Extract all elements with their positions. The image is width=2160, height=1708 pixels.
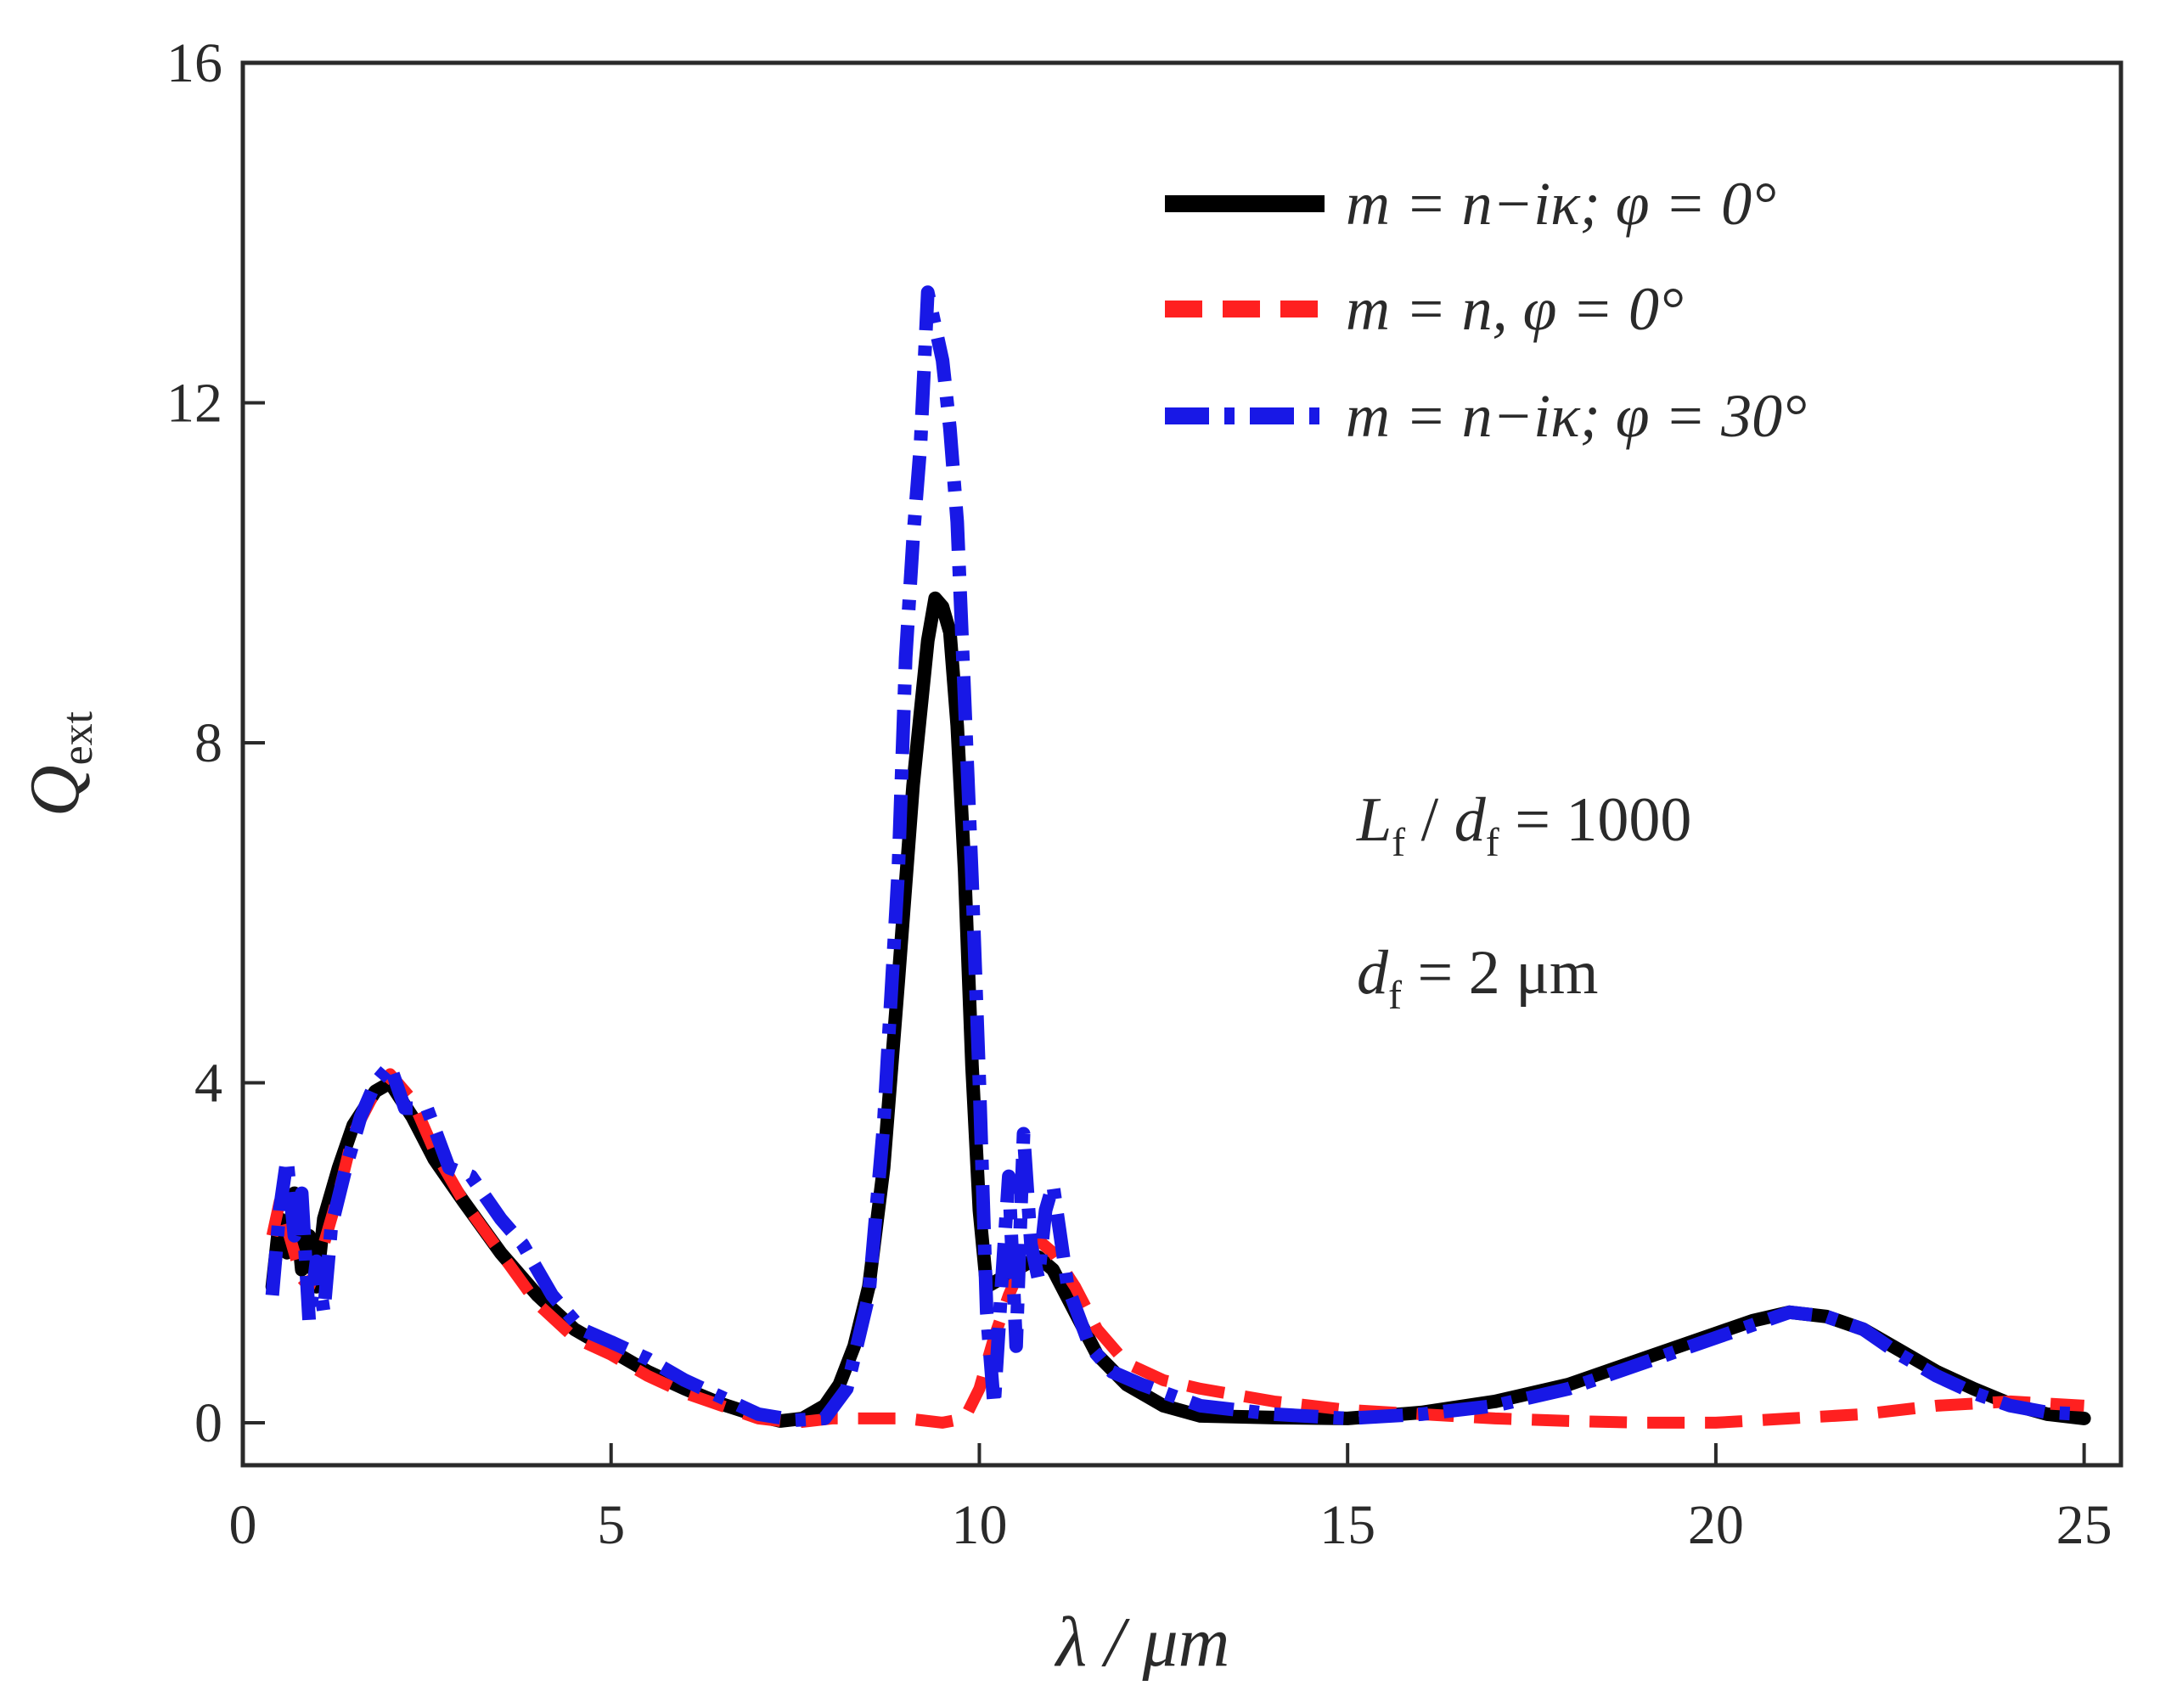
legend-label-series-1: m = n−iκ; φ = 0° xyxy=(1346,170,1776,238)
annotation-1-sep: / xyxy=(1405,785,1454,855)
annotation-2-sub: f xyxy=(1388,973,1402,1018)
series-line-3 xyxy=(265,285,2084,1427)
y-tick-label-16: 16 xyxy=(166,32,222,94)
legend-label-series-3: m = n−iκ; φ = 30° xyxy=(1346,382,1807,450)
x-tick-label-10: 10 xyxy=(951,1494,1007,1556)
plot-frame xyxy=(240,60,2123,1468)
annotation-1-sub2: f xyxy=(1486,820,1499,865)
x-tick-label-25: 25 xyxy=(2056,1494,2112,1556)
annotation-2-main: d xyxy=(1357,938,1389,1008)
y-axis-title: Qext xyxy=(15,711,102,817)
legend-label-series-2: m = n, φ = 0° xyxy=(1346,275,1684,343)
y-tick-label-0: 0 xyxy=(194,1392,222,1454)
x-tick-label-15: 15 xyxy=(1319,1494,1375,1556)
annotation-1-sub1: f xyxy=(1392,820,1405,865)
annotation-diameter: df = 2 μm xyxy=(1357,938,1598,1018)
series-line-2 xyxy=(266,1068,2085,1429)
axis-ticks: 0 5 10 15 20 25 0 4 8 12 16 xyxy=(166,32,2112,1556)
annotation-1-main2: d xyxy=(1454,785,1487,855)
annotation-aspect-ratio: Lf / df = 1000 xyxy=(1356,785,1691,865)
x-tick-label-0: 0 xyxy=(229,1494,257,1556)
y-tick-label-8: 8 xyxy=(194,712,222,774)
annotation-1-main1: L xyxy=(1356,785,1392,855)
annotation-1-rest: = 1000 xyxy=(1499,785,1692,855)
svg-text:Qext: Qext xyxy=(15,711,102,817)
y-tick-label-12: 12 xyxy=(166,372,222,434)
x-axis-title: λ / μm xyxy=(1054,1603,1230,1682)
y-axis-title-main: Q xyxy=(15,765,94,817)
x-tick-label-20: 20 xyxy=(1688,1494,1744,1556)
annotation-2-rest: = 2 μm xyxy=(1402,938,1598,1008)
series-layer xyxy=(265,285,2091,1429)
x-tick-label-5: 5 xyxy=(597,1494,625,1556)
legend: m = n−iκ; φ = 0° m = n, φ = 0° m = n−iκ;… xyxy=(1165,170,1807,450)
y-axis-title-sub: ext xyxy=(53,711,102,765)
y-tick-label-4: 4 xyxy=(194,1052,222,1114)
